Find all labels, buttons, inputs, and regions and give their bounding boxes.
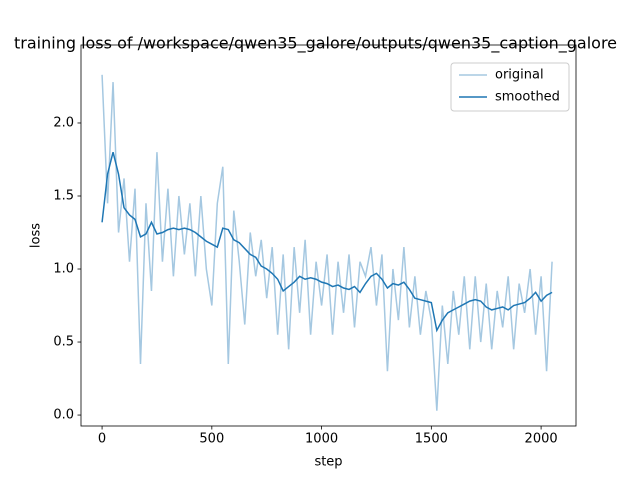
x-tick-label: 1500 (415, 432, 448, 447)
x-tick-label: 500 (199, 432, 224, 447)
legend-label: smoothed (495, 90, 560, 105)
y-tick-label: 0.0 (53, 408, 74, 423)
y-tick-label: 2.0 (53, 115, 74, 130)
y-tick-label: 1.5 (53, 188, 74, 203)
legend-label: original (495, 68, 544, 83)
x-tick-label: 1000 (305, 432, 338, 447)
series-line (101, 152, 553, 333)
x-tick-label: 2000 (525, 432, 558, 447)
chart-title: training loss of /workspace/qwen35_galor… (14, 34, 617, 54)
x-tick-label: 0 (98, 432, 106, 447)
y-tick-label: 1.0 (53, 262, 74, 277)
series-line (101, 74, 553, 411)
y-axis-label: loss (29, 223, 44, 248)
y-tick-label: 0.5 (53, 335, 74, 350)
x-axis-label: step (314, 455, 342, 470)
plot-frame (80, 44, 577, 427)
